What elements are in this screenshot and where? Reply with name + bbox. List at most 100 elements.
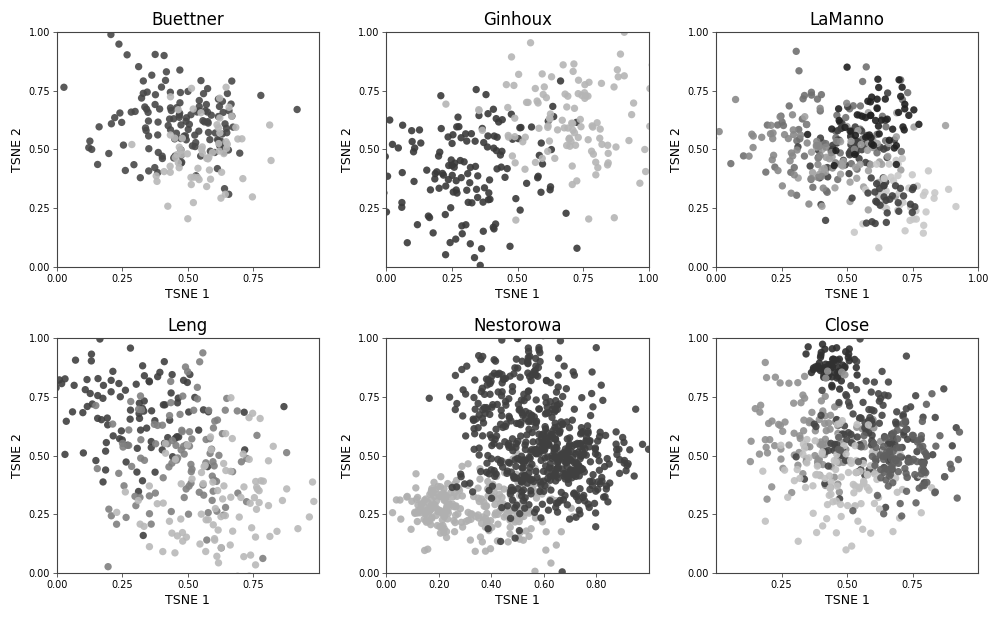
Point [789,136,805,146]
Point [448,185,464,195]
Point [879,143,895,153]
Point [133,435,149,445]
Point [536,486,552,496]
Point [162,130,178,140]
Point [171,163,187,172]
Point [502,489,518,499]
Point [557,474,573,484]
Point [819,500,835,510]
Point [173,151,189,161]
Point [568,459,584,469]
Point [533,446,549,456]
Point [886,454,902,464]
Point [830,479,846,489]
Point [509,454,525,464]
Point [536,446,552,455]
Point [909,181,925,191]
Point [759,494,775,504]
Point [485,400,501,410]
Point [440,514,456,524]
Point [834,119,850,129]
Point [819,163,835,172]
Point [200,507,216,517]
Point [175,536,191,546]
Point [842,126,858,136]
Point [223,467,239,476]
Point [207,535,223,545]
Point [828,415,844,425]
Point [265,441,281,451]
Point [576,491,592,501]
Point [868,449,884,459]
Point [781,378,797,388]
Point [592,124,608,134]
Point [815,183,831,193]
Point [479,518,495,528]
Point [198,458,214,468]
Point [529,96,545,106]
Point [859,145,875,155]
Point [121,425,137,435]
Point [559,468,575,478]
Point [813,347,829,357]
Point [534,69,550,79]
Point [429,520,445,530]
Point [161,516,177,526]
Point [551,427,567,437]
Point [797,443,813,453]
Point [550,473,566,483]
Point [260,456,276,466]
Point [114,435,130,445]
Point [190,163,206,173]
Point [117,487,133,497]
Point [503,109,519,119]
Point [858,112,874,122]
Point [449,188,465,198]
Point [150,420,166,430]
Point [512,509,528,519]
Point [158,75,174,85]
Point [835,156,851,166]
Point [534,430,550,440]
Point [611,444,627,454]
Point [239,454,255,464]
Point [915,459,931,468]
Point [612,468,628,478]
Point [438,181,454,191]
Point [885,435,901,445]
Point [426,499,442,509]
Point [500,440,516,450]
Point [813,90,829,99]
Point [820,366,836,376]
Point [521,417,537,426]
Point [538,376,554,386]
Point [506,502,522,512]
Point [863,173,879,183]
Point [279,484,295,494]
Point [133,425,149,435]
Point [529,487,545,497]
Point [874,111,890,121]
Point [487,434,503,444]
Point [559,451,575,461]
Point [909,437,925,447]
Point [508,193,524,203]
Point [913,457,929,467]
Point [89,464,105,473]
Point [584,146,600,156]
Point [148,171,164,181]
Point [785,151,801,161]
Point [528,467,544,476]
Point [829,481,845,491]
Point [511,517,527,527]
Point [511,478,527,488]
Point [920,166,936,176]
Point [417,507,433,517]
Point [906,122,922,132]
Point [588,170,604,180]
Point [564,118,580,128]
X-axis label: TSNE 1: TSNE 1 [825,287,870,301]
Point [191,96,207,106]
Point [557,89,573,99]
Point [916,478,932,488]
